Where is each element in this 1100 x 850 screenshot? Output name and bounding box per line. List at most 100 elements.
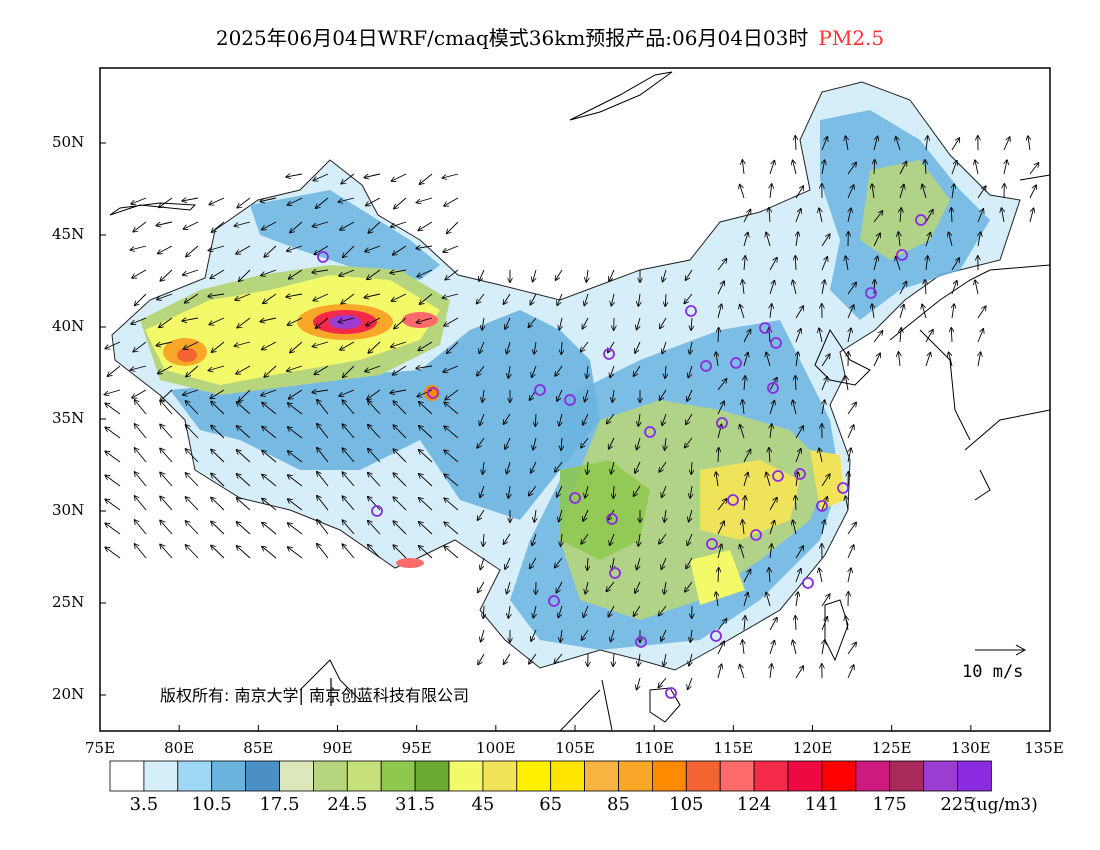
- wind-arrow: [444, 546, 459, 559]
- wind-arrow: [287, 365, 303, 371]
- legend-label: 17.5: [259, 794, 300, 815]
- wind-reference-arrow: [975, 644, 1027, 656]
- field-blue-west: [170, 310, 600, 520]
- wind-arrow: [769, 161, 774, 175]
- wind-arrow: [133, 221, 147, 232]
- wind-arrow: [819, 448, 822, 463]
- wind-arrow: [740, 305, 745, 319]
- title-pollutant: PM2.5: [818, 26, 885, 50]
- wind-arrow: [482, 389, 484, 402]
- wind-arrow: [289, 389, 303, 399]
- wind-arrow: [419, 546, 433, 559]
- field-layer: [111, 81, 1021, 731]
- wind-arrow: [925, 233, 930, 247]
- wind-arrow: [769, 258, 777, 271]
- wind-arrow: [613, 653, 614, 666]
- wind-arrow: [581, 533, 589, 544]
- station-marker: [802, 577, 814, 589]
- wind-arrow: [717, 259, 727, 271]
- wind-arrow: [687, 389, 693, 401]
- wind-arrow: [288, 451, 303, 463]
- wind-arrow: [160, 521, 173, 535]
- wind-arrow: [717, 544, 722, 559]
- station-marker: [730, 357, 742, 369]
- wind-arrow: [978, 232, 981, 247]
- legend-label: 65: [539, 794, 563, 815]
- wind-arrow: [211, 450, 225, 463]
- wind-arrow: [135, 544, 147, 559]
- wind-arrow: [264, 245, 277, 257]
- field-blue-dzungaria: [250, 190, 440, 280]
- wind-arrow: [690, 485, 692, 498]
- wind-arrow: [1004, 160, 1007, 175]
- wind-arrow: [317, 544, 329, 559]
- wind-arrow: [368, 221, 381, 233]
- wind-arrow: [951, 328, 952, 343]
- wind-arrow: [239, 269, 251, 281]
- wind-arrow: [339, 389, 355, 396]
- station-marker: [700, 360, 712, 372]
- wind-arrow: [391, 221, 407, 227]
- wind-arrow: [740, 185, 745, 199]
- wind-arrow: [583, 605, 589, 617]
- wind-arrow: [479, 341, 485, 353]
- wind-arrow: [611, 629, 614, 642]
- lon-label: 135E: [1024, 739, 1064, 757]
- wind-arrow: [317, 496, 329, 511]
- wind-arrow: [445, 389, 459, 400]
- wind-arrow: [795, 186, 803, 199]
- wind-arrow: [769, 208, 770, 223]
- wind-arrow: [261, 389, 277, 396]
- wind-arrow: [716, 592, 718, 607]
- legend-swatch: [584, 760, 619, 792]
- wind-arrow: [660, 389, 667, 400]
- wind-arrow: [557, 485, 563, 497]
- lat-label: 40N: [52, 317, 85, 335]
- wind-arrow: [796, 592, 798, 607]
- wind-arrow: [447, 341, 459, 353]
- wind-arrow: [288, 523, 303, 535]
- wind-arrow: [846, 376, 849, 391]
- field-yellow-jiangsu: [810, 450, 845, 510]
- wind-arrow: [873, 331, 883, 343]
- legend-unit: (ug/m3): [970, 795, 1038, 815]
- wind-arrow: [634, 365, 641, 376]
- hotspot-taklimakan-core: [329, 315, 361, 329]
- wind-arrow: [873, 353, 880, 367]
- lon-label: 110E: [634, 739, 674, 757]
- wind-arrow: [555, 365, 563, 376]
- wind-arrow: [691, 317, 692, 330]
- wind-arrow: [951, 138, 959, 151]
- station-marker: [816, 500, 828, 512]
- wind-arrow: [977, 306, 986, 319]
- wind-arrow: [156, 221, 173, 226]
- wind-arrow: [508, 485, 510, 498]
- wind-arrow: [685, 581, 693, 592]
- wind-arrow: [444, 522, 459, 535]
- wind-arrow: [504, 413, 511, 424]
- wind-arrow: [419, 498, 433, 511]
- wind-arrow: [662, 485, 667, 497]
- wind-arrow: [770, 424, 772, 439]
- wind-arrow: [925, 280, 926, 295]
- wind-arrow: [582, 629, 589, 640]
- legend-swatch: [380, 760, 416, 792]
- wind-arrow: [743, 233, 748, 247]
- wind-arrow: [504, 533, 511, 544]
- station-marker: [635, 636, 647, 648]
- wind-arrow: [795, 449, 801, 463]
- wind-arrow: [609, 269, 615, 281]
- wind-arrow: [393, 545, 407, 559]
- wind-arrow: [342, 400, 355, 415]
- wind-arrow: [664, 581, 666, 594]
- wind-arrow: [364, 293, 381, 298]
- wind-arrow: [131, 197, 147, 204]
- wind-arrow: [530, 557, 537, 568]
- legend-swatch: [346, 760, 382, 792]
- wind-arrow: [949, 352, 953, 367]
- wind-arrow: [264, 365, 277, 377]
- wind-arrow: [977, 186, 986, 199]
- wind-arrow: [393, 425, 407, 439]
- wind-arrow: [135, 400, 147, 415]
- lon-label: 120E: [792, 739, 833, 757]
